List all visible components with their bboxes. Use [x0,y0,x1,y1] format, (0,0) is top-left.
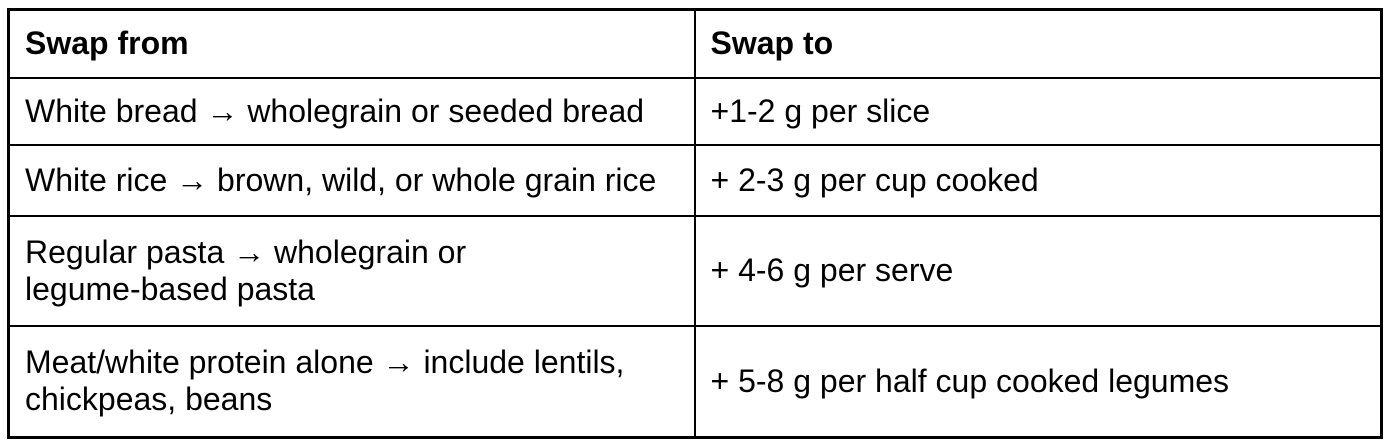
swap-from-cell: White bread → wholegrain or seeded bread [7,76,696,146]
column-header-swap-to: Swap to [693,8,1383,79]
swap-to-cell: + 4-6 g per serve [693,214,1383,327]
swap-to-cell: + 2-3 g per cup cooked [693,143,1383,217]
swap-to-cell: + 5-8 g per half cup cooked legumes [693,324,1383,439]
swap-from-cell: Regular pasta → wholegrain or legume-bas… [7,214,696,327]
table-row: Meat/white protein alone → include lenti… [7,324,1383,439]
column-header-swap-from: Swap from [7,8,696,79]
table-row: White rice → brown, wild, or whole grain… [7,143,1383,217]
swap-from-cell: White rice → brown, wild, or whole grain… [7,143,696,217]
swap-from-cell: Meat/white protein alone → include lenti… [7,324,696,439]
table-row: White bread → wholegrain or seeded bread… [7,76,1383,146]
table-row: Regular pasta → wholegrain or legume-bas… [7,214,1383,327]
table-header-row: Swap from Swap to [7,8,1383,79]
swap-to-cell: +1-2 g per slice [693,76,1383,146]
fibre-swap-table: Swap from Swap to White bread → wholegra… [7,8,1383,439]
